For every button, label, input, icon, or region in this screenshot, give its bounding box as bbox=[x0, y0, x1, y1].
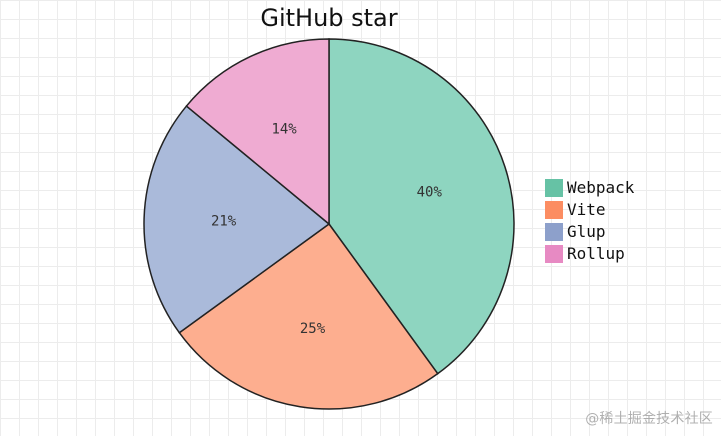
legend-swatch-glup bbox=[545, 223, 563, 241]
watermark-text: @稀土掘金技术社区 bbox=[585, 411, 713, 427]
pie-data-labels: 40% 25% 21% 14% bbox=[211, 122, 443, 338]
data-label-glup: 21% bbox=[211, 214, 237, 230]
legend-label-vite: Vite bbox=[567, 200, 606, 219]
data-label-rollup: 14% bbox=[271, 122, 297, 138]
legend-label-glup: Glup bbox=[567, 222, 606, 241]
legend: Webpack Vite Glup Rollup bbox=[545, 178, 635, 263]
legend-label-rollup: Rollup bbox=[567, 244, 625, 263]
pie-slice-vite bbox=[178, 222, 439, 410]
pie-slice-glup bbox=[143, 105, 331, 334]
data-label-webpack: 40% bbox=[417, 184, 443, 200]
chart-title: GitHub star bbox=[260, 4, 397, 32]
legend-swatch-vite bbox=[545, 201, 563, 219]
pie-slice-rollup bbox=[185, 38, 330, 226]
legend-swatch-rollup bbox=[545, 245, 563, 263]
legend-swatch-webpack bbox=[545, 179, 563, 197]
data-label-vite: 25% bbox=[300, 321, 326, 337]
pie-slice-webpack bbox=[328, 38, 515, 375]
pie-slices bbox=[143, 38, 515, 410]
legend-label-webpack: Webpack bbox=[567, 178, 635, 197]
